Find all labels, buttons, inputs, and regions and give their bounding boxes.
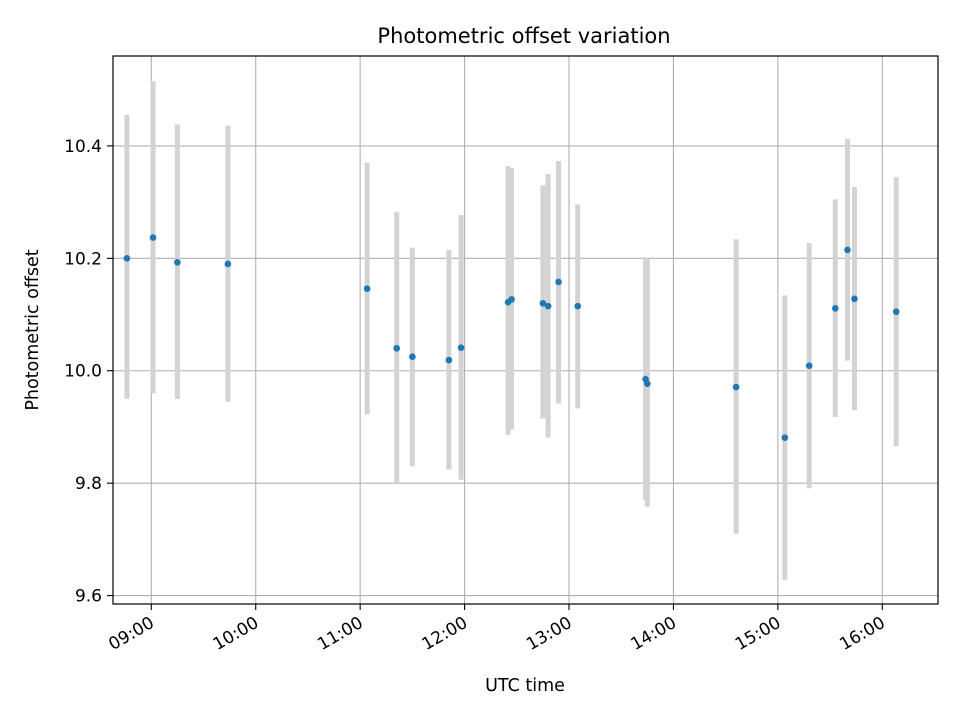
chart-title: Photometric offset variation (377, 24, 670, 48)
y-tick-label: 9.6 (75, 587, 102, 607)
data-point (123, 255, 131, 262)
y-tick-label: 10.2 (64, 249, 102, 269)
y-axis-label: Photometric offset (23, 249, 43, 410)
data-point (508, 296, 515, 303)
data-point (844, 246, 851, 254)
data-point (732, 383, 740, 391)
data-point (892, 308, 900, 316)
plot-area-frame (112, 55, 939, 605)
data-point (539, 300, 547, 307)
data-point (224, 260, 232, 268)
data-point (644, 380, 651, 387)
grid-lines (113, 56, 938, 604)
y-tick-label: 9.8 (75, 474, 102, 494)
data-point (445, 356, 453, 364)
data-point (805, 362, 813, 369)
y-tick-label: 10.4 (64, 137, 102, 157)
data-point (832, 305, 839, 312)
data-point (457, 344, 465, 352)
data-point (544, 302, 552, 310)
y-tick-label: 10.0 (64, 362, 102, 382)
data-point (555, 278, 562, 286)
data-points (123, 234, 900, 441)
data-point (574, 302, 582, 310)
data-point (363, 285, 371, 292)
data-point (781, 434, 789, 441)
data-point (409, 353, 416, 360)
data-point (851, 295, 858, 303)
y-axis-ticks: 9.6 9.8 10.0 10.2 10.4 (64, 137, 113, 607)
data-point (174, 258, 181, 266)
x-axis-label: UTC time (485, 676, 565, 696)
data-point (393, 344, 401, 352)
data-point (149, 234, 157, 241)
